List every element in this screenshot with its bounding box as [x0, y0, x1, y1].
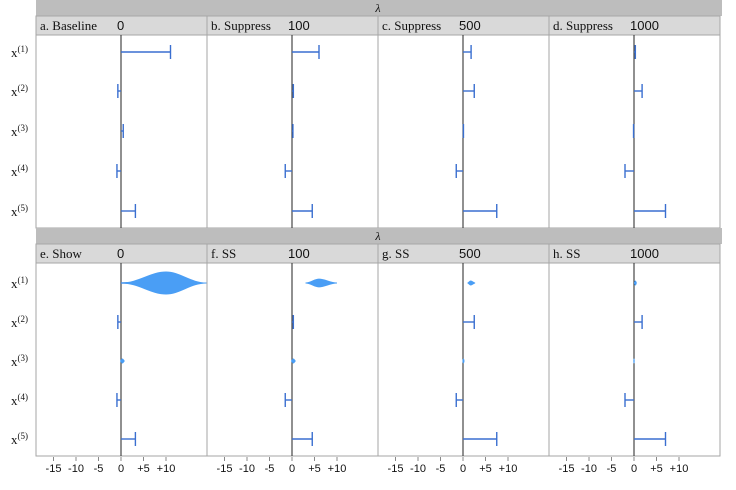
panel-title-c: c. Suppress	[382, 18, 441, 33]
x-tick-label-g-3: 0	[460, 463, 466, 475]
violin-f-3	[290, 358, 296, 364]
panel-title-d: d. Suppress	[553, 18, 613, 33]
x-tick-label-f-2: -5	[265, 463, 275, 475]
x-tick-label-e-1: -10	[68, 463, 84, 475]
lambda-strip-row2	[36, 228, 722, 244]
x-tick-label-h-0: -15	[559, 463, 575, 475]
x-tick-label-f-1: -10	[239, 463, 255, 475]
panel-title-g: g. SS	[382, 246, 409, 261]
x-tick-label-e-5: +10	[157, 463, 176, 475]
panel-lambda-value-h: 1000	[630, 246, 659, 261]
panel-title-e: e. Show	[40, 246, 83, 261]
lambda-strip-label-row1: λ	[374, 1, 380, 15]
x-tick-label-h-4: +5	[650, 463, 663, 475]
lambda-strip-row1	[36, 0, 722, 16]
panel-title-a: a. Baseline	[40, 18, 97, 33]
x-tick-label-g-2: -5	[436, 463, 446, 475]
x-tick-label-h-1: -10	[581, 463, 597, 475]
x-tick-label-g-0: -15	[388, 463, 404, 475]
panel-lambda-value-e: 0	[117, 246, 124, 261]
y-axis-label-row2-3: x(3)	[11, 353, 28, 369]
panel-lambda-value-a: 0	[117, 18, 124, 33]
x-tick-label-g-5: +10	[499, 463, 518, 475]
y-axis-label-row1-5: x(5)	[11, 203, 28, 219]
x-tick-label-g-4: +5	[479, 463, 492, 475]
x-tick-label-e-0: -15	[46, 463, 62, 475]
y-axis-label-row2-2: x(2)	[11, 314, 28, 330]
y-axis-label-row2-4: x(4)	[11, 392, 28, 408]
x-tick-label-h-5: +10	[670, 463, 689, 475]
panel-lambda-value-d: 1000	[630, 18, 659, 33]
violin-h-3	[633, 358, 635, 364]
panel-lambda-value-f: 100	[288, 246, 310, 261]
x-tick-label-f-5: +10	[328, 463, 347, 475]
y-axis-label-row2-1: x(1)	[11, 275, 28, 291]
y-axis-label-row2-5: x(5)	[11, 431, 28, 447]
x-tick-label-e-2: -5	[94, 463, 104, 475]
y-axis-label-row1-4: x(4)	[11, 163, 28, 179]
x-tick-label-f-0: -15	[217, 463, 233, 475]
panel-lambda-value-b: 100	[288, 18, 310, 33]
violin-h-1	[633, 280, 637, 286]
violin-e-3	[119, 358, 125, 364]
lambda-strip-label-row2: λ	[374, 229, 380, 243]
x-tick-label-f-4: +5	[308, 463, 321, 475]
x-tick-label-h-2: -5	[607, 463, 617, 475]
panel-lambda-value-c: 500	[459, 18, 481, 33]
y-axis-label-row1-3: x(3)	[11, 123, 28, 139]
y-axis-label-row1-2: x(2)	[11, 83, 28, 99]
violin-g-3	[462, 358, 465, 364]
panel-title-b: b. Suppress	[211, 18, 271, 33]
panel-lambda-value-g: 500	[459, 246, 481, 261]
x-tick-label-e-3: 0	[118, 463, 124, 475]
violin-f-1	[305, 278, 338, 288]
x-tick-label-h-3: 0	[631, 463, 637, 475]
x-tick-label-f-3: 0	[289, 463, 295, 475]
panel-title-h: h. SS	[553, 246, 580, 261]
y-axis-label-row1-1: x(1)	[11, 44, 28, 60]
x-tick-label-e-4: +5	[137, 463, 150, 475]
x-tick-label-g-1: -10	[410, 463, 426, 475]
violin-g-1	[467, 280, 476, 286]
panel-title-f: f. SS	[211, 246, 236, 261]
